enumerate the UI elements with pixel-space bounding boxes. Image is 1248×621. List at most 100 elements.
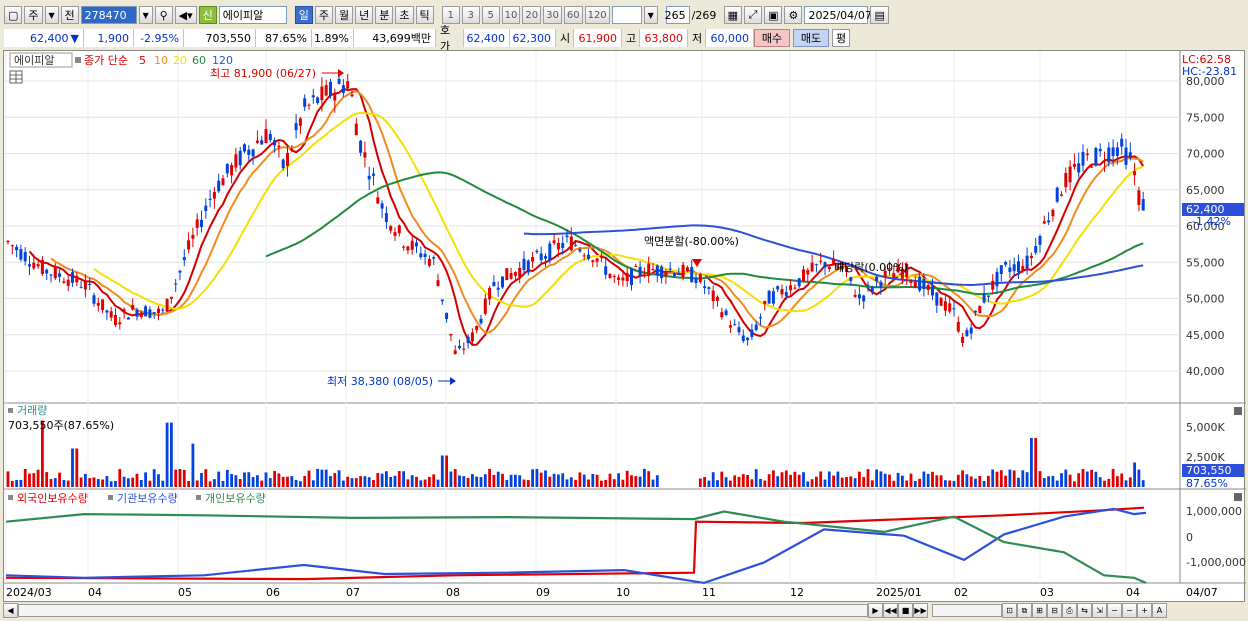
candle-body [853, 294, 857, 297]
market-select[interactable]: 주 [24, 6, 43, 24]
date-input[interactable]: 2025/04/07 [804, 6, 872, 24]
volume-bar [62, 480, 66, 487]
buy-button[interactable]: 매수 [754, 29, 790, 47]
zoom-out-icon[interactable]: − [1107, 603, 1122, 618]
search-icon[interactable]: ⚲ [154, 6, 173, 24]
volume-bar [49, 479, 53, 487]
print-icon[interactable]: ⎙ [1062, 603, 1077, 618]
copy-icon[interactable]: ⧉ [1017, 603, 1032, 618]
ma20-line [93, 111, 1144, 313]
compare-icon[interactable]: ⇆ [1077, 603, 1092, 618]
candle-body [948, 303, 952, 312]
zoom-reset-icon[interactable]: − [1122, 603, 1137, 618]
holding-collapse-icon[interactable] [1234, 493, 1242, 501]
volume-bar [53, 478, 57, 487]
volume-bar [238, 479, 242, 487]
candle-body [432, 257, 436, 259]
interval-dropdown-icon[interactable]: ▼ [643, 6, 658, 24]
stock-name-field[interactable]: 에이피알 [218, 6, 287, 24]
scroll-right-icon[interactable]: ▶ [868, 603, 883, 618]
font-icon[interactable]: A [1152, 603, 1167, 618]
interval-1[interactable]: 1 [441, 6, 460, 24]
zoom-box-icon[interactable]: ⊡ [1002, 603, 1017, 618]
layout-icon[interactable]: ⊟ [1047, 603, 1062, 618]
volume-bar [234, 475, 238, 487]
gear-icon[interactable]: ⚙ [784, 6, 803, 24]
save-icon[interactable]: ▣ [764, 6, 783, 24]
interval-20[interactable]: 20 [522, 6, 542, 24]
volume-bar [574, 479, 577, 487]
interval-60[interactable]: 60 [563, 6, 583, 24]
count-input[interactable]: 265 [665, 6, 690, 24]
candle-body [372, 173, 375, 176]
volume-value: 703,550 [184, 29, 256, 47]
volume-bar [466, 477, 470, 487]
candle-body [569, 236, 573, 251]
zoom-in-icon[interactable]: + [1137, 603, 1152, 618]
grid-icon[interactable]: ▦ [723, 6, 743, 24]
candle-body [685, 267, 689, 272]
forward-icon[interactable]: ▶▶ [913, 603, 928, 618]
stock-chart[interactable]: 80,000 75,000 70,000 65,000 60,000 55,000 50,0… [4, 51, 1246, 603]
scroll-left-icon[interactable]: ◀ [3, 603, 18, 618]
export-icon[interactable]: ⇲ [1092, 603, 1107, 618]
sell-button[interactable]: 매도 [793, 29, 829, 47]
interval-3[interactable]: 3 [461, 6, 480, 24]
x-tick: 02 [954, 586, 968, 599]
interval-120[interactable]: 120 [584, 6, 610, 24]
period-type-select[interactable]: 전 [60, 6, 79, 24]
avg-button[interactable]: 평 [832, 29, 850, 47]
ma20-label: 20 [173, 54, 187, 67]
interval-input[interactable] [611, 6, 642, 24]
volume-bar [324, 469, 328, 487]
tab-week[interactable]: 주 [314, 6, 334, 24]
price-tick: 70,000 [1186, 148, 1225, 161]
chart-type-icon[interactable]: ⊞ [1032, 603, 1047, 618]
volume-bar [492, 474, 496, 487]
candle-body [6, 240, 10, 243]
tab-minute[interactable]: 분 [375, 6, 394, 24]
tab-month[interactable]: 월 [335, 6, 354, 24]
tab-year[interactable]: 년 [355, 6, 374, 24]
tab-second[interactable]: 초 [395, 6, 414, 24]
interval-10[interactable]: 10 [501, 6, 521, 24]
candles [6, 71, 1145, 355]
candle-body [539, 253, 543, 261]
volume-bar [380, 473, 384, 487]
interval-5[interactable]: 5 [481, 6, 500, 24]
volume-bar [823, 479, 827, 487]
interval-30[interactable]: 30 [543, 6, 562, 24]
calendar-icon[interactable]: ▤ [870, 6, 889, 24]
volume-bar [260, 480, 264, 487]
candle-body [1021, 266, 1025, 271]
volume-bar [311, 480, 315, 487]
candle-body [174, 283, 178, 285]
price-tick: 75,000 [1186, 111, 1225, 124]
volume-bar [617, 473, 620, 487]
volume-bar [578, 472, 582, 487]
volume-collapse-icon[interactable] [1234, 407, 1242, 415]
x-tick: 05 [178, 586, 192, 599]
stop-icon[interactable]: ■ [898, 603, 913, 618]
candle-body [733, 324, 737, 326]
volume-bar [303, 475, 307, 487]
volume-bar [789, 474, 792, 487]
volume-bar [1098, 477, 1102, 487]
speaker-icon[interactable]: ◀▾ [174, 6, 197, 24]
code-dropdown-icon[interactable]: ▼ [138, 6, 153, 24]
stock-code-input[interactable]: 278470 [80, 6, 137, 24]
speed-slider[interactable] [932, 604, 1002, 617]
chart-panel[interactable]: 80,000 75,000 70,000 65,000 60,000 55,000 50,0… [3, 50, 1246, 603]
price-axis: 80,000 75,000 70,000 65,000 60,000 55,000 50,0… [1186, 75, 1225, 378]
candle-body [664, 272, 668, 277]
horizontal-scrollbar[interactable] [18, 604, 868, 617]
draw-icon[interactable]: ⤢ [744, 6, 763, 24]
stock-name-tag[interactable] [9, 52, 73, 68]
market-dropdown-icon[interactable]: ▼ [44, 6, 59, 24]
rewind-icon[interactable]: ◀◀ [883, 603, 898, 618]
volume-bar [1120, 473, 1124, 487]
window-icon[interactable]: ▢ [4, 6, 23, 24]
tab-day[interactable]: 일 [294, 6, 313, 24]
candle-body [995, 271, 999, 287]
tab-tick[interactable]: 틱 [415, 6, 434, 24]
